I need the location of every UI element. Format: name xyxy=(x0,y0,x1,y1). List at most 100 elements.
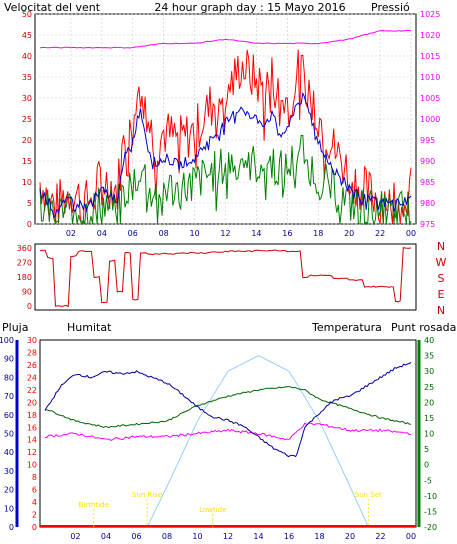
pressure-tick-label: 990 xyxy=(420,157,435,166)
wind-tick-label: 20 xyxy=(22,136,32,145)
wind-tick-label: 30 xyxy=(22,94,32,103)
compass-letter: N xyxy=(437,240,445,253)
temperature-tick-label: 35 xyxy=(424,352,434,361)
temperature-tick-label: -20 xyxy=(424,523,437,532)
wind-tick-label: 5 xyxy=(27,199,32,208)
pressure-tick-label: 975 xyxy=(420,220,435,229)
humidity-tick-label: 10 xyxy=(4,504,14,513)
rain-tick-label: 24 xyxy=(27,373,37,382)
temperature-tick-label: 20 xyxy=(424,398,434,407)
time-tick-label: 08 xyxy=(159,229,169,238)
time-tick-label: 08 xyxy=(162,532,172,541)
temperature-tick-label: -15 xyxy=(424,507,437,516)
temperature-tick-label: -5 xyxy=(424,476,432,485)
wind-tick-label: 15 xyxy=(22,157,32,166)
temperature-tick-label: 0 xyxy=(424,461,429,470)
rain-tick-label: 18 xyxy=(27,411,37,420)
pressure-tick-label: 1000 xyxy=(420,115,440,124)
direction-tick-label: 360 xyxy=(17,244,32,253)
humidity-tick-label: 90 xyxy=(4,355,14,364)
time-tick-label: 04 xyxy=(97,229,107,238)
temperature-tick-label: 10 xyxy=(424,430,434,439)
pressure-label: Pressió xyxy=(371,1,410,14)
pressure-tick-label: 985 xyxy=(420,178,435,187)
time-tick-label: 12 xyxy=(220,229,230,238)
humidity-tick-label: 100 xyxy=(0,336,14,345)
wind-tick-label: 10 xyxy=(22,178,32,187)
dewpoint-line xyxy=(45,422,411,441)
rain-tick-label: 20 xyxy=(27,398,37,407)
pressure-tick-label: 1015 xyxy=(420,52,440,61)
rain-tick-label: 14 xyxy=(27,436,37,445)
time-tick-label: 04 xyxy=(101,532,111,541)
time-tick-label: 20 xyxy=(344,229,354,238)
direction-tick-label: 90 xyxy=(22,288,32,297)
rain-tick-label: 8 xyxy=(32,473,37,482)
temperature-tick-label: 5 xyxy=(424,445,429,454)
time-tick-label: 18 xyxy=(314,532,324,541)
pressure-tick-label: 1010 xyxy=(420,73,440,82)
temperature-tick-label: -10 xyxy=(424,492,437,501)
rain-tick-label: 6 xyxy=(32,486,37,495)
sun-event-label: Sun Set xyxy=(355,491,382,499)
rain-tick-label: 12 xyxy=(27,448,37,457)
time-tick-label: 22 xyxy=(375,532,385,541)
humidity-tick-label: 0 xyxy=(9,523,14,532)
humidity-tick-label: 50 xyxy=(4,430,14,439)
wind-speed-label: Velocitat del vent xyxy=(4,1,101,14)
wind-direction-line xyxy=(39,246,412,308)
pressure-tick-label: 1025 xyxy=(420,10,440,19)
rain-label: Pluja xyxy=(2,321,28,334)
time-tick-label: 14 xyxy=(253,532,263,541)
sun-event-label: Sun Rise xyxy=(132,491,162,499)
pressure-tick-label: 1020 xyxy=(420,31,440,40)
pressure-tick-label: 980 xyxy=(420,199,435,208)
time-tick-label: 10 xyxy=(192,532,202,541)
wind-tick-label: 50 xyxy=(22,10,32,19)
compass-letter: N xyxy=(437,304,445,317)
compass-letter: W xyxy=(436,256,447,269)
temperature-label: Temperatura xyxy=(311,321,382,334)
temperature-tick-label: 40 xyxy=(424,336,434,345)
pressure-tick-label: 995 xyxy=(420,136,435,145)
humidity-tick-label: 70 xyxy=(4,392,14,401)
sun-elevation-line xyxy=(146,355,369,528)
time-tick-label: 18 xyxy=(313,229,323,238)
time-tick-label: 00 xyxy=(406,229,416,238)
time-tick-label: 02 xyxy=(66,229,76,238)
dewpoint-label: Punt rosada xyxy=(391,321,456,334)
time-tick-label: 06 xyxy=(128,229,138,238)
direction-tick-label: 270 xyxy=(17,259,32,268)
time-tick-label: 02 xyxy=(70,532,80,541)
rain-tick-label: 22 xyxy=(27,386,37,395)
time-tick-label: 12 xyxy=(223,532,233,541)
humidity-tick-label: 40 xyxy=(4,448,14,457)
humidity-tick-label: 30 xyxy=(4,467,14,476)
rain-tick-label: 26 xyxy=(27,361,37,370)
rain-tick-label: 30 xyxy=(27,336,37,345)
compass-letter: E xyxy=(438,288,445,301)
compass-letter: S xyxy=(438,272,445,285)
humidity-label: Humitat xyxy=(67,321,112,334)
rain-tick-label: 2 xyxy=(32,511,37,520)
temperature-tick-label: 30 xyxy=(424,367,434,376)
time-tick-label: 22 xyxy=(375,229,385,238)
humidity-line xyxy=(44,361,412,458)
time-tick-label: 14 xyxy=(251,229,261,238)
rain-tick-label: 10 xyxy=(27,461,37,470)
time-tick-label: 00 xyxy=(406,532,416,541)
wind-pressure-chart: 0510152025303540455097598098599099510001… xyxy=(22,10,441,238)
rain-tick-label: 4 xyxy=(32,498,37,507)
sun-event-label: Lowtide xyxy=(199,506,226,514)
time-tick-label: 16 xyxy=(282,229,292,238)
time-tick-label: 20 xyxy=(345,532,355,541)
humidity-tick-label: 80 xyxy=(4,373,14,382)
sun-event-label: Birthtide xyxy=(79,501,109,509)
wind-tick-label: 35 xyxy=(22,73,32,82)
pressure-line xyxy=(39,29,412,49)
rain-humidity-temperature-chart: 0246810121416182022242628300102030405060… xyxy=(0,336,437,541)
temperature-tick-label: 15 xyxy=(424,414,434,423)
